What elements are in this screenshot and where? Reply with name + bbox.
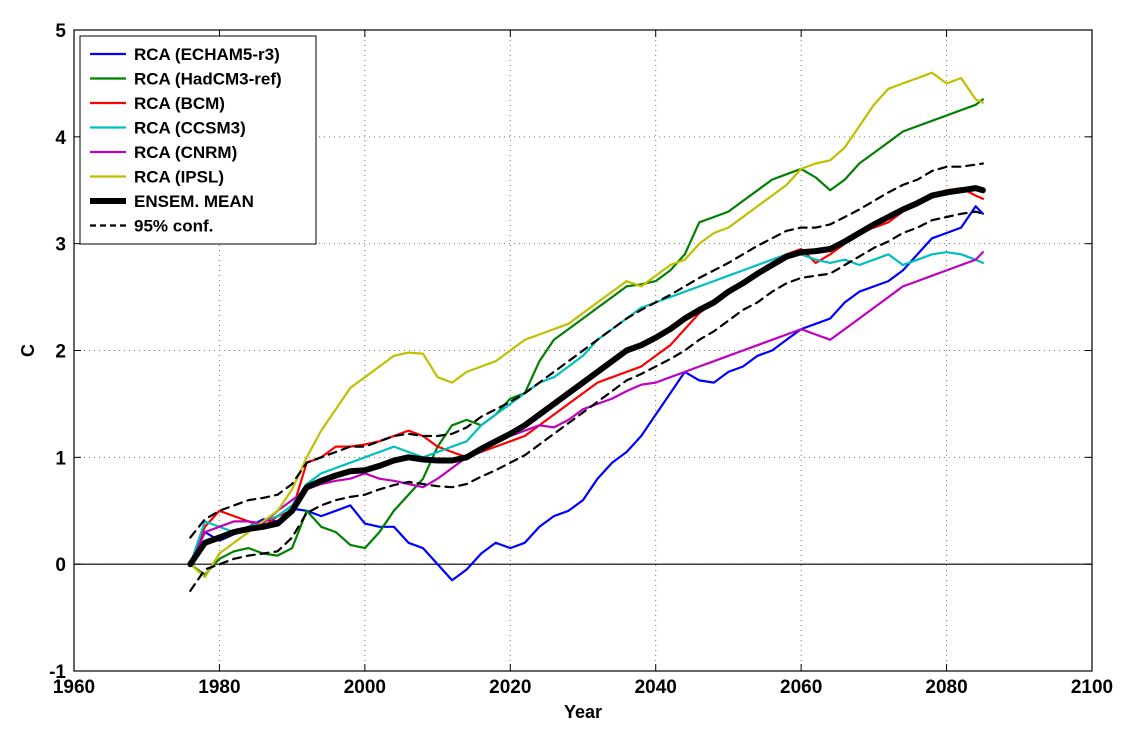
x-tick-label: 1960 [53, 677, 95, 698]
y-axis-label: C [18, 344, 38, 357]
series-line-rca-cnrm [189, 251, 985, 566]
series-line-rca-ipsl [189, 71, 985, 579]
y-tick-label: 0 [55, 555, 66, 576]
series-line-95-conf [189, 162, 985, 539]
x-tick-label: 1980 [198, 677, 240, 698]
y-tick-label: -1 [49, 662, 66, 683]
legend-entry: RCA (CCSM3) [134, 119, 246, 138]
x-tick-label: 2060 [780, 677, 822, 698]
x-tick-label: 2020 [489, 677, 531, 698]
y-tick-label: 3 [55, 235, 66, 256]
y-tick-label: 2 [55, 342, 66, 363]
series-line-rca-bcm [189, 187, 985, 566]
x-tick-label: 2040 [635, 677, 677, 698]
y-tick-label: 1 [55, 448, 66, 469]
legend-entry: RCA (BCM) [134, 94, 225, 113]
legend-entry: 95% conf. [134, 217, 213, 236]
x-tick-label: 2000 [344, 677, 386, 698]
series-line-rca-hadcm3-ref [189, 98, 985, 577]
series-line-rca-ccsm3 [189, 251, 985, 566]
legend-entry: ENSEM. MEAN [134, 192, 254, 211]
legend-entry: RCA (ECHAM5-r3) [134, 45, 280, 64]
x-tick-label: 2100 [1071, 677, 1113, 698]
x-tick-label: 2080 [925, 677, 967, 698]
legend: RCA (ECHAM5-r3) RCA (HadCM3-ref) RCA (BCM)… [79, 35, 317, 245]
legend-entry: RCA (CNRM) [134, 143, 237, 162]
legend-entry: RCA (HadCM3-ref) [134, 70, 282, 89]
legend-entry: RCA (IPSL) [134, 168, 224, 187]
tick-labels: 1960 1980 2000 2020 2040 2060 2080 2100 -1 0 1 2 3 4 5 [49, 21, 1113, 698]
series-line-ensem-mean [187, 185, 986, 568]
series-line-conf-lower [189, 210, 985, 593]
y-tick-label: 4 [55, 128, 66, 149]
series-layer [187, 71, 986, 593]
x-axis-label: Year [564, 702, 602, 722]
y-tick-label: 5 [55, 21, 66, 42]
legend-box [79, 35, 317, 245]
series-line-rca-echam5-r3 [189, 205, 985, 582]
